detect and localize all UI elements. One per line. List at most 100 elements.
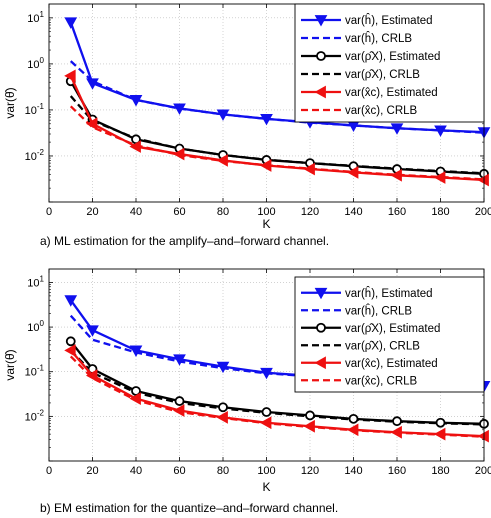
x-axis-label: K bbox=[262, 480, 270, 494]
x-tick-label: 120 bbox=[301, 465, 319, 477]
marker-triangle-down bbox=[260, 113, 273, 126]
x-tick-label: 0 bbox=[46, 206, 52, 218]
marker-circle bbox=[435, 417, 446, 428]
marker-triangle-down bbox=[314, 287, 328, 300]
y-tick-label: 10-1 bbox=[25, 364, 45, 379]
marker-triangle-down bbox=[260, 367, 273, 380]
y-tick-label: 10-2 bbox=[25, 148, 45, 163]
legend-entry-label: var(ρ̂X), CRLB bbox=[345, 340, 420, 352]
x-tick-label: 20 bbox=[86, 465, 98, 477]
marker-triangle-left bbox=[64, 69, 76, 83]
marker-triangle-down bbox=[216, 109, 230, 121]
marker-triangle-down bbox=[314, 15, 328, 27]
marker-triangle-down bbox=[86, 78, 99, 90]
marker-triangle-left bbox=[477, 429, 489, 443]
legend-entry-label: var(ĥ), CRLB bbox=[345, 304, 412, 317]
marker-triangle-left bbox=[314, 356, 326, 370]
marker-triangle-down bbox=[173, 354, 186, 366]
y-tick-exponent: 1 bbox=[40, 274, 45, 283]
y-tick-label: 100 bbox=[27, 319, 44, 334]
x-tick-label: 40 bbox=[130, 206, 142, 218]
y-tick-base: 10 bbox=[27, 13, 39, 25]
x-tick-label: 120 bbox=[301, 206, 319, 218]
legend-entry-label: var(ρ̂X), Estimated bbox=[345, 323, 440, 335]
legend-entry-label: var(ρ̂X), Estimated bbox=[345, 51, 440, 63]
marker-triangle-left bbox=[216, 154, 228, 167]
y-tick-exponent: -2 bbox=[37, 148, 45, 157]
y-tick-label: 10-1 bbox=[25, 102, 45, 117]
marker-triangle-left bbox=[346, 423, 359, 437]
y-tick-base: 10 bbox=[25, 151, 37, 163]
marker-circle bbox=[316, 322, 326, 333]
figure-caption: b) EM estimation for the quantize–and–fo… bbox=[40, 501, 338, 515]
x-tick-label: 0 bbox=[46, 465, 52, 477]
y-tick-base: 10 bbox=[27, 277, 39, 289]
legend-entry-label: var(ĥ), CRLB bbox=[345, 32, 412, 45]
marker-circle bbox=[261, 407, 272, 417]
y-tick-exponent: -2 bbox=[37, 408, 45, 417]
legend-entry-label: var(ĥ), Estimated bbox=[345, 287, 433, 300]
legend-entry-label: var(ĥ), Estimated bbox=[345, 14, 433, 27]
marker-triangle-left bbox=[216, 411, 228, 424]
y-tick-label: 100 bbox=[27, 56, 44, 71]
marker-triangle-down bbox=[129, 345, 143, 357]
x-tick-label: 140 bbox=[344, 206, 362, 218]
marker-triangle-down bbox=[216, 361, 230, 374]
marker-triangle-left bbox=[259, 416, 272, 430]
marker-triangle-left bbox=[303, 162, 315, 176]
legend-entry-label: var(x̂c), CRLB bbox=[345, 375, 418, 387]
marker-circle bbox=[218, 402, 228, 413]
marker-triangle-left bbox=[390, 168, 402, 182]
x-tick-label: 60 bbox=[173, 465, 185, 477]
legend: var(ĥ), Estimated var(ĥ), CRLB var(ρ̂X), E… bbox=[294, 3, 485, 123]
marker-circle bbox=[316, 51, 326, 61]
legend-entry-label: var(ρ̂X), CRLB bbox=[345, 69, 420, 81]
chart-panel-a: 0 20 40 60 80 100 120 140 160 180 20010-210-110010… bbox=[3, 3, 491, 248]
marker-triangle-left bbox=[390, 425, 402, 439]
marker-circle bbox=[65, 336, 76, 347]
y-axis-label: var(θ̂) bbox=[3, 87, 17, 118]
x-tick-label: 160 bbox=[388, 465, 406, 477]
x-tick-label: 100 bbox=[257, 465, 275, 477]
legend: var(ĥ), Estimated var(ĥ), CRLB var(ρ̂X), E… bbox=[294, 276, 485, 393]
x-tick-label: 80 bbox=[217, 206, 229, 218]
marker-triangle-left bbox=[85, 117, 98, 131]
series-4 bbox=[64, 344, 489, 443]
legend-entry-label: var(x̂c), Estimated bbox=[345, 87, 438, 99]
x-tick-label: 180 bbox=[431, 465, 449, 477]
marker-triangle-down bbox=[390, 123, 404, 135]
marker-triangle-left bbox=[346, 166, 359, 179]
x-tick-label: 200 bbox=[475, 465, 491, 477]
series-0 bbox=[64, 17, 491, 139]
marker-triangle-left bbox=[172, 147, 185, 161]
marker-triangle-left bbox=[172, 404, 185, 417]
y-tick-base: 10 bbox=[27, 322, 39, 334]
marker-circle bbox=[174, 396, 185, 406]
marker-triangle-left bbox=[433, 171, 446, 184]
x-tick-label: 140 bbox=[344, 465, 362, 477]
marker-circle bbox=[348, 413, 359, 424]
marker-triangle-left bbox=[433, 427, 446, 441]
legend-box bbox=[294, 276, 485, 393]
marker-circle bbox=[305, 410, 315, 421]
x-tick-label: 100 bbox=[257, 206, 275, 218]
marker-triangle-down bbox=[64, 17, 78, 29]
marker-triangle-down bbox=[434, 125, 447, 137]
x-tick-label: 160 bbox=[388, 206, 406, 218]
marker-triangle-left bbox=[259, 159, 272, 172]
marker-circle bbox=[392, 416, 402, 427]
x-tick-label: 200 bbox=[475, 206, 491, 218]
x-axis-label: K bbox=[262, 217, 270, 231]
y-tick-base: 10 bbox=[25, 367, 37, 379]
marker-triangle-left bbox=[314, 85, 326, 99]
y-tick-exponent: 0 bbox=[40, 56, 45, 65]
series-4 bbox=[64, 69, 489, 187]
marker-triangle-down bbox=[86, 325, 99, 337]
y-tick-base: 10 bbox=[27, 59, 39, 71]
y-tick-exponent: -1 bbox=[37, 364, 45, 373]
marker-triangle-left bbox=[85, 369, 98, 382]
y-tick-exponent: -1 bbox=[37, 102, 45, 111]
y-tick-exponent: 1 bbox=[40, 10, 45, 19]
y-tick-label: 101 bbox=[27, 10, 44, 25]
